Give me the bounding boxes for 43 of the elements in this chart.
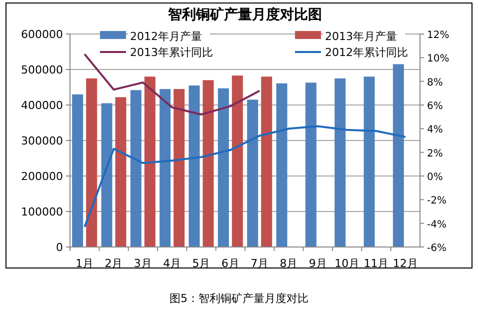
- bar: [174, 89, 185, 247]
- bar: [72, 94, 84, 247]
- legend-label: 2013年累计同比: [130, 46, 213, 59]
- y2-tick-label: -2%: [427, 196, 446, 207]
- bar: [86, 78, 98, 247]
- bar: [188, 85, 200, 247]
- bar: [160, 89, 171, 247]
- y-tick-label: 400000: [21, 99, 63, 112]
- bar: [247, 100, 258, 247]
- y2-tick-label: 8%: [427, 77, 443, 88]
- bar: [364, 76, 375, 247]
- bar: [115, 97, 126, 247]
- legend-label: 2012年月产量: [130, 30, 202, 43]
- bar: [101, 103, 112, 247]
- bar: [305, 82, 316, 247]
- y2-tick-label: 10%: [427, 54, 450, 65]
- y-tick-label: 300000: [21, 134, 63, 148]
- bar: [218, 88, 229, 247]
- bar: [261, 76, 272, 247]
- bar: [202, 80, 214, 247]
- bar: [130, 90, 142, 247]
- bar: [392, 64, 404, 247]
- bar: [276, 83, 288, 247]
- y2-tick-label: 12%: [427, 30, 450, 41]
- bar: [334, 78, 346, 247]
- y2-tick-label: 0%: [427, 172, 443, 183]
- caption: 图5：智利铜矿产量月度对比: [170, 292, 308, 305]
- y2-tick-label: -6%: [427, 243, 446, 254]
- legend-label: 2012年累计同比: [325, 46, 408, 59]
- y-tick-label: 0: [56, 241, 63, 254]
- bar: [144, 76, 156, 247]
- legend-label: 2013年月产量: [325, 30, 397, 43]
- y-tick-label: 200000: [21, 170, 63, 183]
- y-tick-label: 500000: [21, 64, 63, 76]
- y-tick-label: 100000: [21, 206, 63, 218]
- y2-tick-label: 2%: [427, 148, 443, 160]
- bar: [232, 76, 243, 247]
- chart-title: 智利铜矿产量月度对比图: [167, 6, 322, 23]
- y2-tick-label: 6%: [427, 101, 443, 112]
- y2-tick-label: 4%: [427, 124, 443, 136]
- line-series: [84, 125, 406, 228]
- y2-tick-label: -4%: [427, 219, 446, 230]
- y-tick-label: 600000: [21, 28, 63, 41]
